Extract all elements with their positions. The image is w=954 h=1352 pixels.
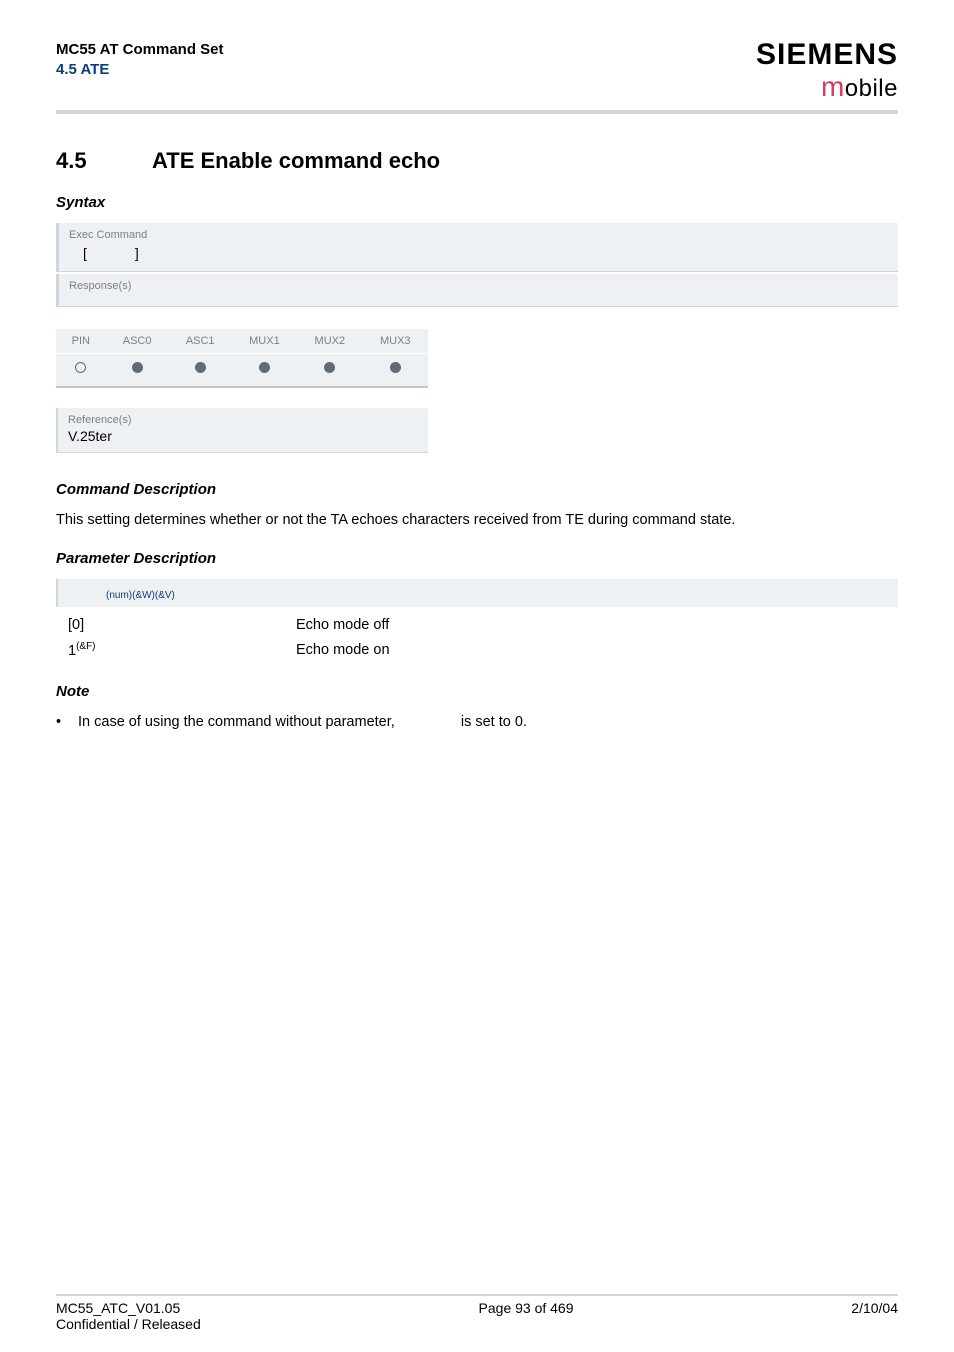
doc-title: MC55 AT Command Set — [56, 40, 224, 60]
brand-logo: SIEMENS mobile — [756, 40, 898, 104]
param-val-1: Echo mode on — [296, 638, 390, 663]
reference-panel: Reference(s) V.25ter — [56, 408, 428, 453]
brand-mobile: mobile — [756, 70, 898, 104]
pin-row — [56, 353, 428, 386]
param-key-1-sup: (&F) — [76, 641, 95, 652]
parameter-block: (num)(&W)(&V) [0] Echo mode off 1(&F) Ec… — [56, 579, 898, 663]
pin-col-asc1: ASC1 — [169, 329, 232, 354]
note-item: • In case of using the command without p… — [56, 712, 898, 734]
response-label: Response(s) — [69, 280, 888, 292]
dot-filled-icon — [195, 362, 206, 373]
parameter-row: [0] Echo mode off — [68, 613, 888, 638]
exec-command-panel: Exec Command [] — [56, 223, 898, 272]
dot-filled-icon — [390, 362, 401, 373]
param-key-0: [0] — [68, 613, 296, 638]
page-footer: MC55_ATC_V01.05 Confidential / Released … — [56, 1296, 898, 1332]
pin-col-mux3: MUX3 — [363, 329, 428, 354]
pin-compat-table: PIN ASC0 ASC1 MUX1 MUX2 MUX3 — [56, 329, 428, 388]
parameter-tags: (num)(&W)(&V) — [106, 590, 175, 601]
section-title: ATE Enable command echo — [152, 148, 440, 173]
header-rule — [56, 110, 898, 114]
dot-filled-icon — [324, 362, 335, 373]
dot-filled-icon — [132, 362, 143, 373]
section-heading: 4.5ATE Enable command echo — [56, 148, 898, 174]
parameter-description-heading: Parameter Description — [56, 550, 898, 567]
reference-label: Reference(s) — [68, 414, 418, 426]
brand-mobile-rest: obile — [845, 75, 898, 102]
footer-page: Page 93 of 469 — [201, 1300, 852, 1332]
note-text-left: In case of using the command without par… — [78, 714, 399, 730]
param-key-1: 1 — [68, 643, 76, 659]
brand-siemens: SIEMENS — [756, 40, 898, 70]
response-panel: Response(s) — [56, 274, 898, 307]
pin-col-asc0: ASC0 — [106, 329, 169, 354]
command-description-heading: Command Description — [56, 481, 898, 498]
param-val-0: Echo mode off — [296, 613, 389, 638]
command-description-text: This setting determines whether or not t… — [56, 510, 898, 530]
note-heading: Note — [56, 683, 898, 700]
syntax-heading: Syntax — [56, 194, 898, 211]
note-text-right: is set to 0. — [461, 714, 527, 730]
footer-confidential: Confidential / Released — [56, 1316, 201, 1332]
pin-col-mux1: MUX1 — [232, 329, 297, 354]
parameter-row: 1(&F) Echo mode on — [68, 638, 888, 663]
exec-command-body: [] — [69, 245, 888, 261]
pin-col-pin: PIN — [56, 329, 106, 354]
section-number: 4.5 — [56, 148, 152, 174]
dot-filled-icon — [259, 362, 270, 373]
exec-command-label: Exec Command — [69, 229, 888, 241]
brand-mobile-m: m — [821, 71, 845, 102]
parameter-tag-bar: (num)(&W)(&V) — [56, 579, 898, 607]
header-section-ref: 4.5 ATE — [56, 60, 224, 80]
bullet-icon: • — [56, 712, 74, 734]
footer-date: 2/10/04 — [851, 1300, 898, 1332]
dot-open-icon — [75, 362, 86, 373]
footer-version: MC55_ATC_V01.05 — [56, 1300, 201, 1316]
reference-value: V.25ter — [68, 428, 418, 444]
pin-col-mux2: MUX2 — [297, 329, 362, 354]
